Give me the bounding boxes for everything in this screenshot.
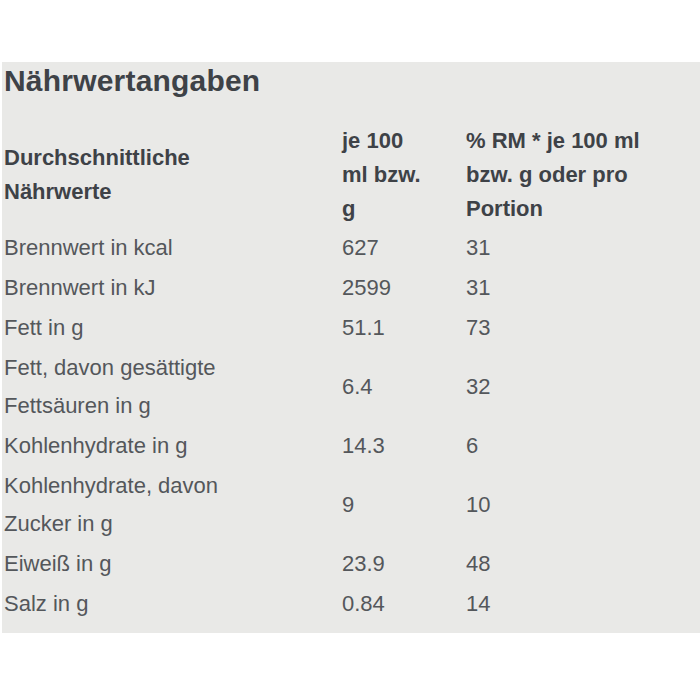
value-per-100: 2599	[342, 268, 466, 308]
value-percent-rm: 32	[466, 348, 700, 426]
value-per-100: 14.3	[342, 426, 466, 466]
table-row: Salz in g 0.84 14	[4, 584, 700, 624]
table-row: Eiweiß in g 23.9 48	[4, 544, 700, 584]
table-row: Fett, davon gesättigte Fettsäuren in g 6…	[4, 348, 700, 426]
page-title: Nährwertangaben	[4, 66, 700, 96]
table-row: Brennwert in kJ 2599 31	[4, 268, 700, 308]
col-header-percent-rm: % RM * je 100 ml bzw. g oder pro Portion	[466, 114, 700, 228]
nutrient-label: Fett, davon gesättigte Fettsäuren in g	[4, 348, 342, 426]
value-percent-rm: 10	[466, 466, 700, 544]
value-percent-rm: 48	[466, 544, 700, 584]
value-percent-rm: 73	[466, 308, 700, 348]
value-per-100: 51.1	[342, 308, 466, 348]
nutrient-label: Fett in g	[4, 308, 342, 348]
col-header-per-100: je 100 ml bzw. g	[342, 114, 466, 228]
nutrient-label: Kohlenhydrate, davon Zucker in g	[4, 466, 342, 544]
nutrient-label: Brennwert in kcal	[4, 228, 342, 268]
nutrient-label: Eiweiß in g	[4, 544, 342, 584]
table-row: Fett in g 51.1 73	[4, 308, 700, 348]
nutrition-table: Durchschnittliche Nährwerte je 100 ml bz…	[4, 114, 700, 624]
value-percent-rm: 31	[466, 228, 700, 268]
header-row: Durchschnittliche Nährwerte je 100 ml bz…	[4, 114, 700, 228]
table-row: Kohlenhydrate, davon Zucker in g 9 10	[4, 466, 700, 544]
value-percent-rm: 31	[466, 268, 700, 308]
table-header: Durchschnittliche Nährwerte je 100 ml bz…	[4, 114, 700, 228]
value-percent-rm: 6	[466, 426, 700, 466]
nutrition-facts-panel: Nährwertangaben Durchschnittliche Nährwe…	[2, 62, 700, 633]
value-percent-rm: 14	[466, 584, 700, 624]
nutrient-label: Brennwert in kJ	[4, 268, 342, 308]
value-per-100: 9	[342, 466, 466, 544]
nutrient-label: Salz in g	[4, 584, 342, 624]
value-per-100: 0.84	[342, 584, 466, 624]
value-per-100: 6.4	[342, 348, 466, 426]
value-per-100: 23.9	[342, 544, 466, 584]
table-row: Kohlenhydrate in g 14.3 6	[4, 426, 700, 466]
table-row: Brennwert in kcal 627 31	[4, 228, 700, 268]
nutrient-label: Kohlenhydrate in g	[4, 426, 342, 466]
table-body: Brennwert in kcal 627 31 Brennwert in kJ…	[4, 228, 700, 624]
col-header-nutrients: Durchschnittliche Nährwerte	[4, 114, 342, 228]
value-per-100: 627	[342, 228, 466, 268]
